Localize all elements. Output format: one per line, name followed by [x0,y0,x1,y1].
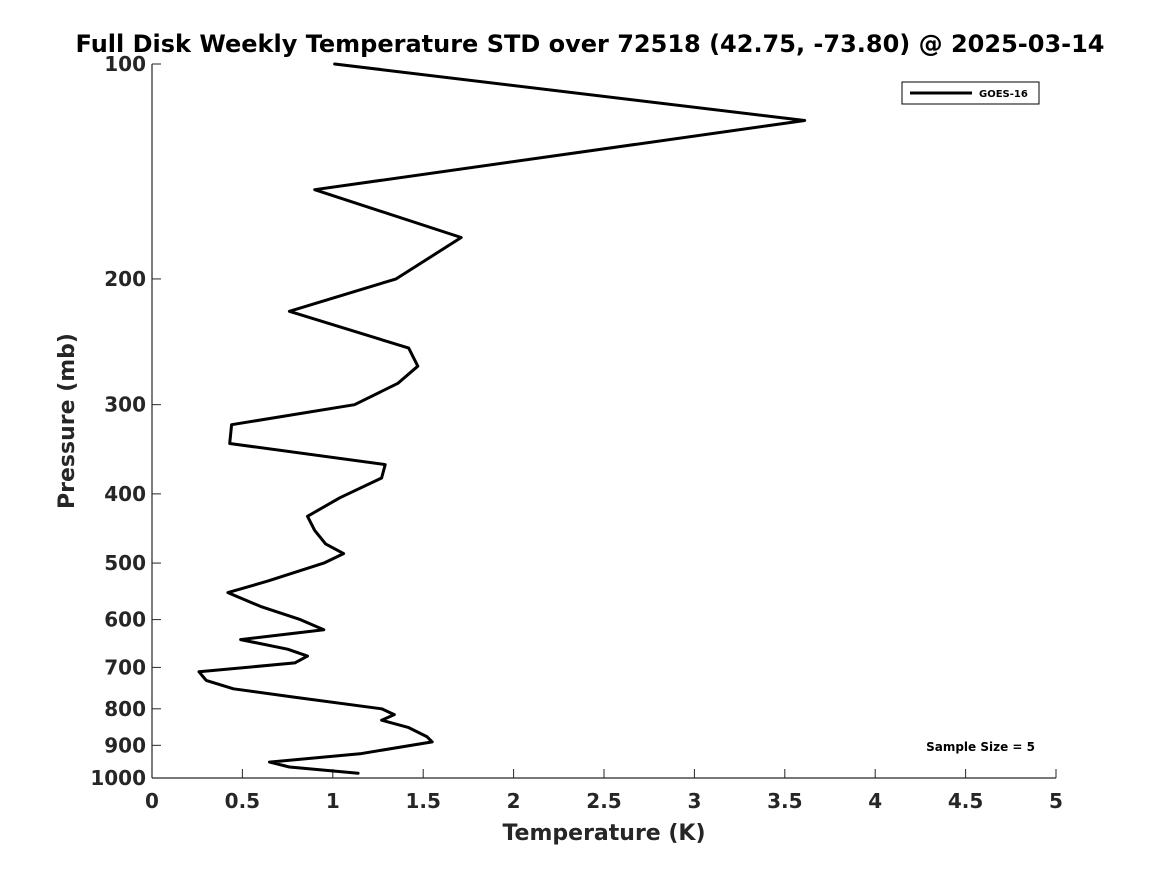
y-tick-label: 300 [104,393,146,417]
x-tick-label: 4.5 [948,789,983,813]
chart-title: Full Disk Weekly Temperature STD over 72… [76,30,1105,58]
y-tick-label: 800 [104,697,146,721]
y-tick-label: 100 [104,52,146,76]
y-axis-label: Pressure (mb) [55,333,80,509]
x-ticks: 0 0.5 1 1.5 2 2.5 3 3.5 4 4.5 5 [145,769,1063,813]
x-tick-label: 5 [1049,789,1063,813]
y-tick-label: 200 [104,267,146,291]
legend: GOES-16 [901,81,1040,105]
x-tick-label: 2 [507,789,521,813]
series-line-goes-16 [197,62,807,775]
legend-label-goes-16: GOES-16 [979,89,1028,100]
y-tick-label: 700 [104,655,146,679]
y-tick-label: 500 [104,551,146,575]
x-tick-label: 4 [868,789,882,813]
x-tick-label: 3 [687,789,701,813]
x-tick-label: 1.5 [405,789,440,813]
x-tick-label: 0.5 [225,789,260,813]
x-tick-label: 3.5 [767,789,802,813]
y-tick-label: 900 [104,733,146,757]
y-tick-label: 600 [104,608,146,632]
y-ticks: 100 200 300 400 500 600 700 800 900 1000 [90,52,161,790]
series-layer [197,62,807,775]
x-tick-label: 0 [145,789,159,813]
axes: 0 0.5 1 1.5 2 2.5 3 3.5 4 4.5 5 100 200 300 400 500 600… [90,52,1063,813]
y-tick-label: 400 [104,482,146,506]
x-axis-label: Temperature (K) [502,821,705,846]
x-tick-label: 1 [326,789,340,813]
x-tick-label: 2.5 [586,789,621,813]
y-tick-label: 1000 [90,766,146,790]
sample-size-annotation: Sample Size = 5 [926,740,1035,754]
